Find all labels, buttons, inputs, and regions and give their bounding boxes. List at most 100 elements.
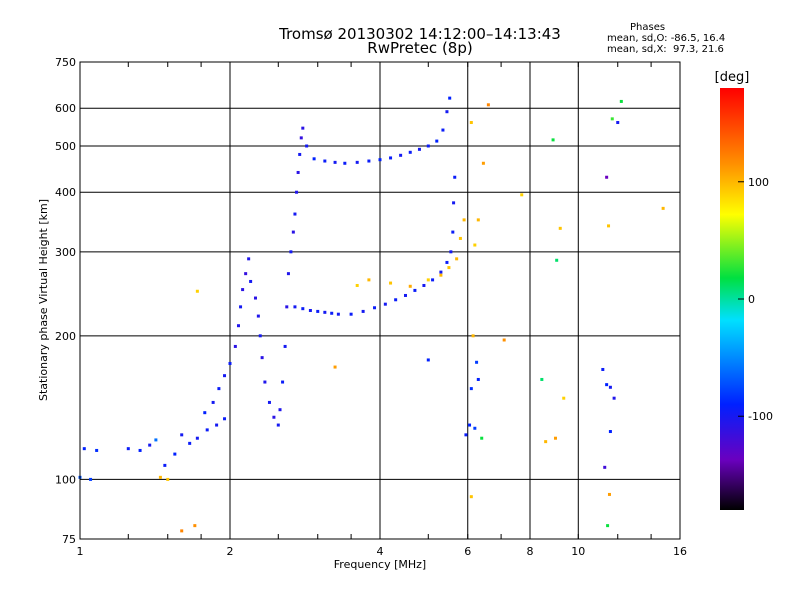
y-tick-label: 400 <box>55 186 76 199</box>
y-tick-label: 300 <box>55 246 76 259</box>
data-point <box>458 236 462 240</box>
data-point <box>608 430 612 434</box>
data-point <box>520 193 524 197</box>
y-tick-label: 100 <box>55 473 76 486</box>
data-point <box>383 302 387 306</box>
data-point <box>445 260 449 264</box>
data-point <box>286 272 290 276</box>
data-point <box>422 283 426 287</box>
data-point <box>389 156 393 160</box>
data-point <box>283 344 287 348</box>
data-point <box>607 492 611 496</box>
y-tick-label: 750 <box>55 56 76 69</box>
x-tick-label: 6 <box>464 545 471 558</box>
data-point <box>378 158 382 162</box>
colorbar-tick-label: 0 <box>748 293 755 306</box>
data-point <box>305 144 309 148</box>
data-point <box>361 309 365 313</box>
data-point <box>486 103 490 107</box>
data-point <box>296 170 300 174</box>
x-tick-label: 8 <box>527 545 534 558</box>
data-point <box>291 230 295 234</box>
data-point <box>278 408 282 412</box>
x-tick-label: 2 <box>227 545 234 558</box>
data-point <box>448 96 452 100</box>
data-point <box>619 99 623 103</box>
y-tick-label: 75 <box>62 533 76 546</box>
data-point <box>399 153 403 157</box>
x-tick-label: 10 <box>571 545 585 558</box>
data-point <box>180 433 184 437</box>
data-point <box>373 306 377 310</box>
phases-x-stats: mean, sd,X: 97.3, 21.6 <box>607 44 724 55</box>
data-point <box>462 218 466 222</box>
data-point <box>455 257 459 261</box>
data-point <box>476 218 480 222</box>
data-point <box>173 452 177 456</box>
data-point <box>408 150 412 154</box>
data-point <box>285 305 289 309</box>
data-point <box>126 447 130 451</box>
data-point <box>449 250 453 254</box>
data-point <box>272 415 276 419</box>
data-point <box>154 438 158 442</box>
chart-subtitle: RwPretec (8p) <box>367 39 473 57</box>
y-tick-label: 600 <box>55 102 76 115</box>
data-point <box>607 224 611 228</box>
data-point <box>439 270 443 274</box>
data-point <box>408 284 412 288</box>
data-point <box>223 374 227 378</box>
data-point <box>215 423 219 427</box>
data-point <box>188 441 192 445</box>
data-point <box>553 436 557 440</box>
data-point <box>367 159 371 163</box>
x-tick-label: 4 <box>377 545 384 558</box>
data-point <box>89 477 93 481</box>
data-point <box>158 475 162 479</box>
data-point <box>606 524 610 528</box>
data-point <box>555 258 559 262</box>
scatter-points <box>78 96 665 533</box>
data-point <box>435 139 439 143</box>
data-point <box>544 440 548 444</box>
data-point <box>608 385 612 389</box>
plot-grid <box>80 62 680 539</box>
data-point <box>349 312 353 316</box>
data-point <box>330 311 334 315</box>
data-point <box>281 380 285 384</box>
data-point <box>616 121 620 125</box>
data-point <box>236 324 240 328</box>
colorbar-ticks: 100 0 -100 <box>738 176 773 423</box>
data-point <box>312 157 316 161</box>
data-point <box>605 175 609 179</box>
data-point <box>193 524 197 528</box>
data-point <box>612 396 616 400</box>
data-point <box>469 387 473 391</box>
data-point <box>195 436 199 440</box>
data-point <box>163 463 167 467</box>
data-point <box>233 344 237 348</box>
data-point <box>558 226 562 230</box>
data-point <box>267 400 271 404</box>
data-point <box>293 305 297 309</box>
x-axis-label: Frequency [MHz] <box>334 558 426 571</box>
data-point <box>389 281 393 285</box>
data-point <box>336 312 340 316</box>
data-point <box>299 136 303 140</box>
data-point <box>469 121 473 125</box>
y-axis-label: Stationary phase Virtual Height [km] <box>37 199 50 401</box>
data-point <box>601 367 605 371</box>
data-point <box>445 110 449 114</box>
data-point <box>468 423 472 427</box>
data-point <box>217 387 221 391</box>
data-point <box>223 417 227 421</box>
data-point <box>426 278 430 282</box>
data-point <box>293 212 297 216</box>
data-point <box>244 272 248 276</box>
data-point <box>355 160 359 164</box>
colorbar-label: [deg] <box>715 70 750 85</box>
data-point <box>256 314 260 318</box>
data-point <box>355 283 359 287</box>
data-point <box>452 201 456 205</box>
